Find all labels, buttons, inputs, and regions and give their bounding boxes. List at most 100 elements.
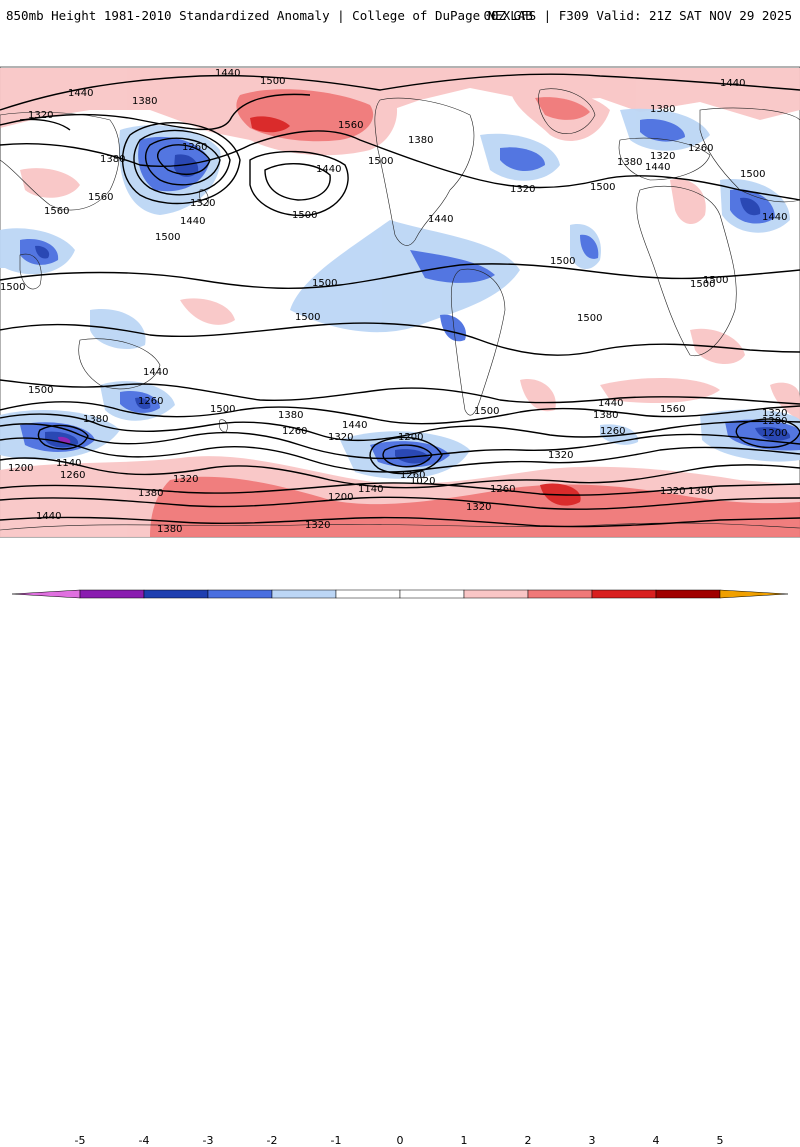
contour-label: 1320: [28, 110, 53, 121]
colorbar-seg-neg5: [79, 589, 145, 599]
anomaly-neg1: [290, 220, 520, 333]
contour-label: 1380: [617, 157, 642, 168]
colorbar-tick: 1: [460, 1134, 468, 1147]
anomaly-pos1: [770, 382, 800, 420]
contour-label: 1260: [490, 484, 515, 495]
contour-label: 1500: [260, 76, 285, 87]
colorbar-tick: -3: [202, 1134, 214, 1147]
asia-outline: [699, 107, 800, 203]
colorbar-seg-pos4: [591, 589, 657, 599]
contour-1500-north: [0, 130, 800, 201]
contour-label: 1320: [328, 432, 353, 443]
contour-label: 1500: [295, 312, 320, 323]
anomaly-neg3: [135, 397, 151, 410]
contour-label: 1380: [132, 96, 157, 107]
contour-1080-low: [369, 436, 443, 475]
contour-label: 1320: [548, 450, 573, 461]
africa-outline: [636, 185, 737, 357]
contour-label: 1320: [510, 184, 535, 195]
colorbar-seg-pos5: [655, 589, 721, 599]
contour-1440-low: [121, 122, 241, 205]
contour-label: 1320: [762, 408, 787, 419]
height-contours: [0, 73, 800, 528]
anomaly-neg2: [500, 147, 545, 172]
contour-label: 1020: [410, 476, 435, 487]
contour-label: 1440: [316, 164, 341, 175]
anomaly-pos1: [0, 68, 800, 152]
contour-1020-low: [382, 444, 433, 468]
colorbar-tick: 5: [716, 1134, 724, 1147]
contour-label: 1500: [590, 182, 615, 193]
contour-label: 1380: [408, 135, 433, 146]
contour-label: 1260: [600, 426, 625, 437]
contour-1500-south: [0, 379, 800, 405]
contour-label: 1500: [210, 404, 235, 415]
contour-label: 1320: [650, 151, 675, 162]
contour-label: 1440: [180, 216, 205, 227]
contour-label: 1500: [28, 385, 53, 396]
anomaly-pos1: [20, 168, 80, 198]
contour-label: 1260: [138, 396, 163, 407]
contour-1200-south: [0, 457, 800, 489]
contour-label: 1440: [342, 420, 367, 431]
contour-label: 1380: [278, 410, 303, 421]
model-run-info: 00Z GFS | F309 Valid: 21Z SAT NOV 29 202…: [483, 8, 792, 23]
map-svg: 1440 1500 1440 1380 1320 1260 1380 1560 …: [0, 40, 800, 558]
anomaly-neg2: [580, 234, 599, 259]
anomaly-neg3: [35, 245, 50, 259]
contour-1320-north: [19, 118, 71, 131]
contour-1260-south: [0, 437, 800, 473]
north-america-outline: [374, 97, 475, 246]
coastlines: [0, 88, 800, 531]
contour-label: 1380: [157, 524, 182, 535]
colorbar-tick: -4: [138, 1134, 150, 1147]
contour-label: 1320: [173, 474, 198, 485]
contour-label: 1200: [8, 463, 33, 474]
contour-label: 1260: [60, 470, 85, 481]
greenland-outline: [538, 88, 596, 134]
contour-label: 1440: [68, 88, 93, 99]
contour-label: 1320: [305, 520, 330, 531]
colorbar-arrow-left: [11, 589, 81, 599]
contour-label: 1380: [688, 486, 713, 497]
contour-label: 1440: [428, 214, 453, 225]
contour-1200-low-east: [735, 418, 800, 449]
colorbar-tick: 2: [524, 1134, 532, 1147]
contour-label: 1260: [688, 143, 713, 154]
south-america-outline: [450, 268, 506, 416]
colorbar-tick: 3: [588, 1134, 596, 1147]
colorbar-seg-neg3: [207, 589, 273, 599]
contour-label: 1500: [550, 256, 575, 267]
contour-1380-north: [0, 93, 311, 131]
contour-label: 1500: [368, 156, 393, 167]
colorbar-tick: -2: [266, 1134, 278, 1147]
contour-1440-south: [0, 401, 800, 425]
contour-label: 1500: [155, 232, 180, 243]
contour-label: 1260: [282, 426, 307, 437]
anomaly-neg3: [755, 427, 791, 441]
contour-1140-low: [37, 424, 89, 450]
colorbar-tick: 4: [652, 1134, 660, 1147]
anomaly-pos1: [670, 179, 706, 225]
antarctica-outline: [0, 522, 800, 531]
contour-1500-tropics-south: [0, 322, 800, 356]
contour-label: 1500: [690, 279, 715, 290]
contour-label: 1500: [0, 282, 25, 293]
colorbar-seg-pos3: [527, 589, 593, 599]
contour-label: 1500: [577, 313, 602, 324]
colorbar-seg-neg2: [271, 589, 337, 599]
contour-label: 1440: [645, 162, 670, 173]
contour-1440-south-2: [0, 516, 800, 528]
colorbar-seg-pos1: [399, 589, 465, 599]
contour-1380-low: [133, 129, 231, 196]
contour-label: 1440: [720, 78, 745, 89]
anomaly-map[interactable]: 1440 1500 1440 1380 1320 1260 1380 1560 …: [0, 40, 800, 558]
contour-label: 1560: [338, 120, 363, 131]
contour-1500-pacific-high: [249, 150, 349, 217]
contour-label: 1440: [36, 511, 61, 522]
colorbar-tick: -1: [330, 1134, 342, 1147]
contour-1320-south-2: [0, 482, 800, 496]
contour-labels: 1440 1500 1440 1380 1320 1260 1380 1560 …: [0, 68, 787, 535]
contour-label: 1500: [474, 406, 499, 417]
anomaly-pos1: [180, 298, 235, 325]
